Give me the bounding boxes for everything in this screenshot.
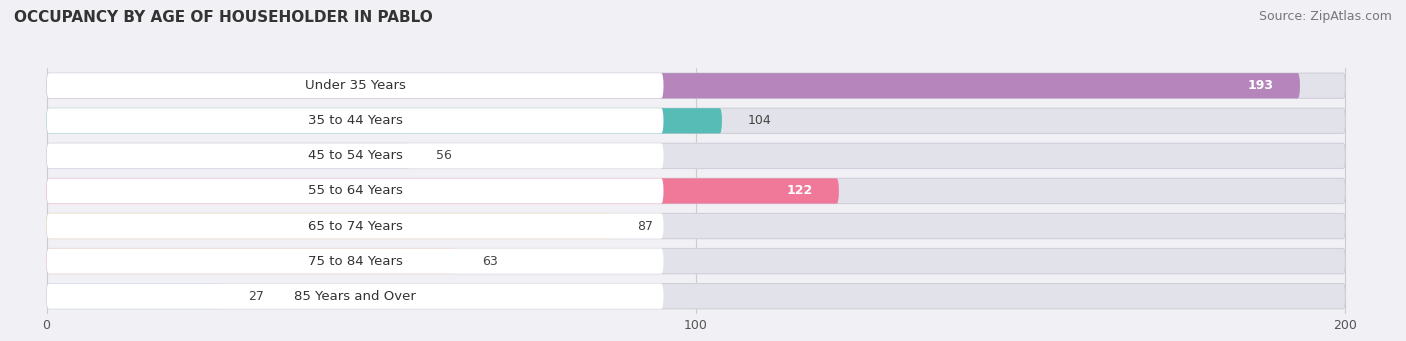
- FancyBboxPatch shape: [46, 108, 664, 133]
- Text: 55 to 64 Years: 55 to 64 Years: [308, 184, 402, 197]
- FancyBboxPatch shape: [46, 213, 612, 239]
- Text: Source: ZipAtlas.com: Source: ZipAtlas.com: [1258, 10, 1392, 23]
- FancyBboxPatch shape: [46, 178, 664, 204]
- FancyBboxPatch shape: [46, 213, 664, 239]
- Text: 75 to 84 Years: 75 to 84 Years: [308, 255, 402, 268]
- Text: 87: 87: [637, 220, 654, 233]
- FancyBboxPatch shape: [46, 284, 664, 309]
- Text: 27: 27: [247, 290, 264, 303]
- Text: 63: 63: [482, 255, 498, 268]
- Text: 65 to 74 Years: 65 to 74 Years: [308, 220, 402, 233]
- FancyBboxPatch shape: [46, 249, 456, 274]
- FancyBboxPatch shape: [46, 249, 1346, 274]
- FancyBboxPatch shape: [46, 143, 664, 168]
- FancyBboxPatch shape: [46, 108, 1346, 133]
- FancyBboxPatch shape: [46, 213, 1346, 239]
- Text: 104: 104: [748, 114, 772, 127]
- FancyBboxPatch shape: [46, 73, 1301, 98]
- Text: 45 to 54 Years: 45 to 54 Years: [308, 149, 402, 162]
- Text: Under 35 Years: Under 35 Years: [305, 79, 405, 92]
- Text: 193: 193: [1249, 79, 1274, 92]
- Text: OCCUPANCY BY AGE OF HOUSEHOLDER IN PABLO: OCCUPANCY BY AGE OF HOUSEHOLDER IN PABLO: [14, 10, 433, 25]
- Text: 35 to 44 Years: 35 to 44 Years: [308, 114, 402, 127]
- FancyBboxPatch shape: [46, 143, 411, 168]
- FancyBboxPatch shape: [46, 284, 222, 309]
- FancyBboxPatch shape: [46, 143, 1346, 168]
- FancyBboxPatch shape: [46, 108, 721, 133]
- FancyBboxPatch shape: [46, 73, 664, 98]
- FancyBboxPatch shape: [46, 178, 1346, 204]
- Text: 122: 122: [786, 184, 813, 197]
- Text: 85 Years and Over: 85 Years and Over: [294, 290, 416, 303]
- Text: 56: 56: [436, 149, 453, 162]
- FancyBboxPatch shape: [46, 178, 839, 204]
- FancyBboxPatch shape: [46, 249, 664, 274]
- FancyBboxPatch shape: [46, 284, 1346, 309]
- FancyBboxPatch shape: [46, 73, 1346, 98]
